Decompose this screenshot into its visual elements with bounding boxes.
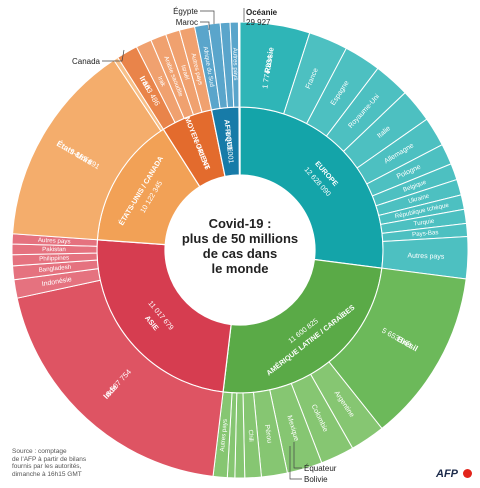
country-slice-autres-pays xyxy=(229,21,240,108)
callout-bolivie: Bolivie xyxy=(304,475,328,484)
region-slice-oceanie xyxy=(238,106,241,176)
country-label-israel: Israël xyxy=(179,64,190,81)
country-label-russie: Russie xyxy=(263,46,276,74)
callout-egypte: Égypte xyxy=(173,7,198,16)
region-value-afrique: 1 870 001 xyxy=(224,131,236,164)
country-label-pays-bas: Pays-Bas xyxy=(412,229,439,238)
country-label-turquie: Turquie xyxy=(413,218,435,228)
country-label-pakistan: Pakistan xyxy=(42,246,66,253)
chart-title-line: le monde xyxy=(211,261,268,276)
callout-maroc-leader xyxy=(200,21,210,30)
callout-maroc: Maroc xyxy=(176,18,198,27)
center-disc xyxy=(165,175,315,325)
callout-oceanie-value: 29 927 xyxy=(246,18,271,27)
country-label-philippines: Philippines xyxy=(39,254,69,262)
callout-equateur-leader xyxy=(293,442,302,469)
chart-title-line: Covid-19 : xyxy=(209,216,272,231)
source-note: Source : comptage de l'AFP à partir de b… xyxy=(12,448,122,478)
chart-title-line: plus de 50 millions xyxy=(182,231,298,246)
country-label-perou: Pérou xyxy=(263,424,273,444)
country-slice-inde xyxy=(16,279,224,477)
afp-logo: AFP xyxy=(436,468,458,480)
callout-canada: Canada xyxy=(72,57,101,66)
source-line: dimanche à 16h15 GMT xyxy=(12,470,82,478)
country-label-autres-pays: Autres pays xyxy=(219,419,229,452)
country-label-bangladesh: Bangladesh xyxy=(38,264,72,274)
country-label-autres-pays: Autres pays xyxy=(407,253,445,261)
country-label-irak: Irak xyxy=(156,75,167,88)
chart-title-line: de cas dans xyxy=(203,246,277,261)
callout-canada-leader xyxy=(102,49,125,62)
callout-egypte-leader xyxy=(200,10,215,24)
country-label-chili: Chili xyxy=(247,429,255,441)
callout-bolivie-leader xyxy=(289,446,302,480)
source-line: Source : comptage xyxy=(12,448,67,455)
country-label-autres-pays: Autres pays xyxy=(38,237,71,246)
callout-equateur: Équateur xyxy=(304,464,337,473)
callout-oceanie-label: Océanie xyxy=(246,8,278,17)
source-line: fournis par les autorités, xyxy=(12,463,82,471)
source-line: de l'AFP à partir de bilans xyxy=(12,455,87,463)
afp-logo-dot xyxy=(463,469,472,478)
region-label-afrique: AFRIQUE xyxy=(222,119,234,152)
country-label-autres-pays: Autres pays xyxy=(231,48,239,81)
